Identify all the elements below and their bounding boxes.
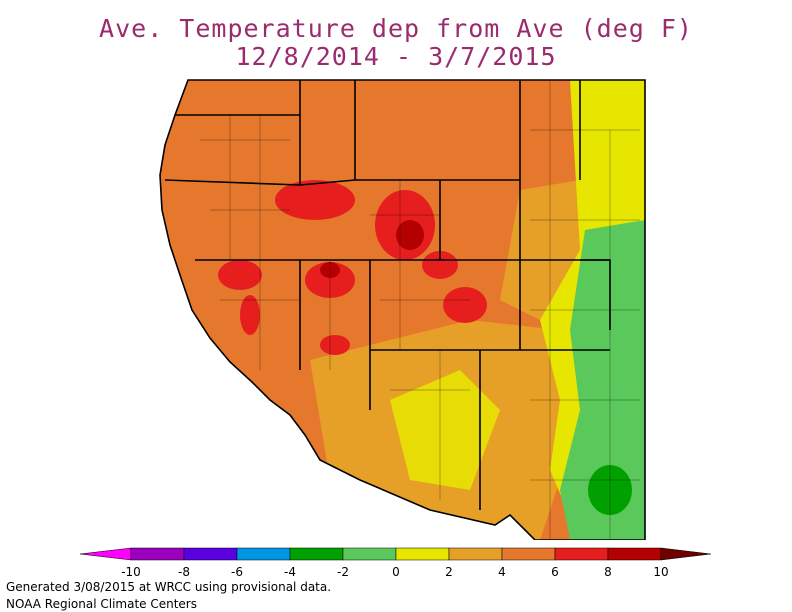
legend-swatch-1 [130, 547, 185, 561]
legend-tick-label: 0 [392, 565, 400, 579]
legend-swatch-9 [554, 547, 609, 561]
legend-swatch-5 [342, 547, 397, 561]
county-lines [200, 80, 640, 540]
legend-tick-label: 6 [551, 565, 559, 579]
legend-swatch-4 [289, 547, 344, 561]
legend-tick-label: -4 [284, 565, 296, 579]
map-anomaly-red-utah [422, 251, 458, 279]
state-borders [164, 80, 611, 510]
legend-tick-label: 8 [604, 565, 612, 579]
legend-swatch-11 [660, 547, 712, 561]
map-outline [159, 79, 646, 540]
legend-swatch-6 [395, 547, 450, 561]
legend-swatch-7 [448, 547, 503, 561]
footer-generated: Generated 3/08/2015 at WRCC using provis… [6, 580, 332, 594]
legend-tick-label: -8 [178, 565, 190, 579]
map-anomaly-red-central [320, 335, 350, 355]
legend-swatch-3 [236, 547, 291, 561]
legend-swatch-10 [607, 547, 662, 561]
map-anomaly-darkred-north [396, 220, 424, 250]
legend-tick-label: -10 [121, 565, 141, 579]
legend-tick-label: 4 [498, 565, 506, 579]
footer-source: NOAA Regional Climate Centers [6, 597, 197, 611]
map-anomaly-red-west [218, 260, 262, 290]
map-title-line2: 12/8/2014 - 3/7/2015 [235, 42, 557, 71]
legend-swatch-0 [79, 547, 132, 561]
color-legend: -10 -8 -6 -4 -2 0 2 4 6 8 10 [79, 547, 712, 579]
legend-tick-label: 10 [653, 565, 668, 579]
legend-tick-label: 2 [445, 565, 453, 579]
legend-swatch-8 [501, 547, 556, 561]
map-region-green-east [560, 220, 645, 540]
temperature-departure-map [159, 79, 646, 540]
map-region-yellow-southwest [390, 370, 500, 490]
legend-tick-label: -6 [231, 565, 243, 579]
map-anomaly-red-california [240, 295, 260, 335]
legend-swatch-2 [183, 547, 238, 561]
map-title-line1: Ave. Temperature dep from Ave (deg F) [99, 14, 693, 43]
map-anomaly-red-north-1 [275, 180, 355, 220]
legend-tick-label: -2 [337, 565, 349, 579]
map-anomaly-red-colorado [443, 287, 487, 323]
